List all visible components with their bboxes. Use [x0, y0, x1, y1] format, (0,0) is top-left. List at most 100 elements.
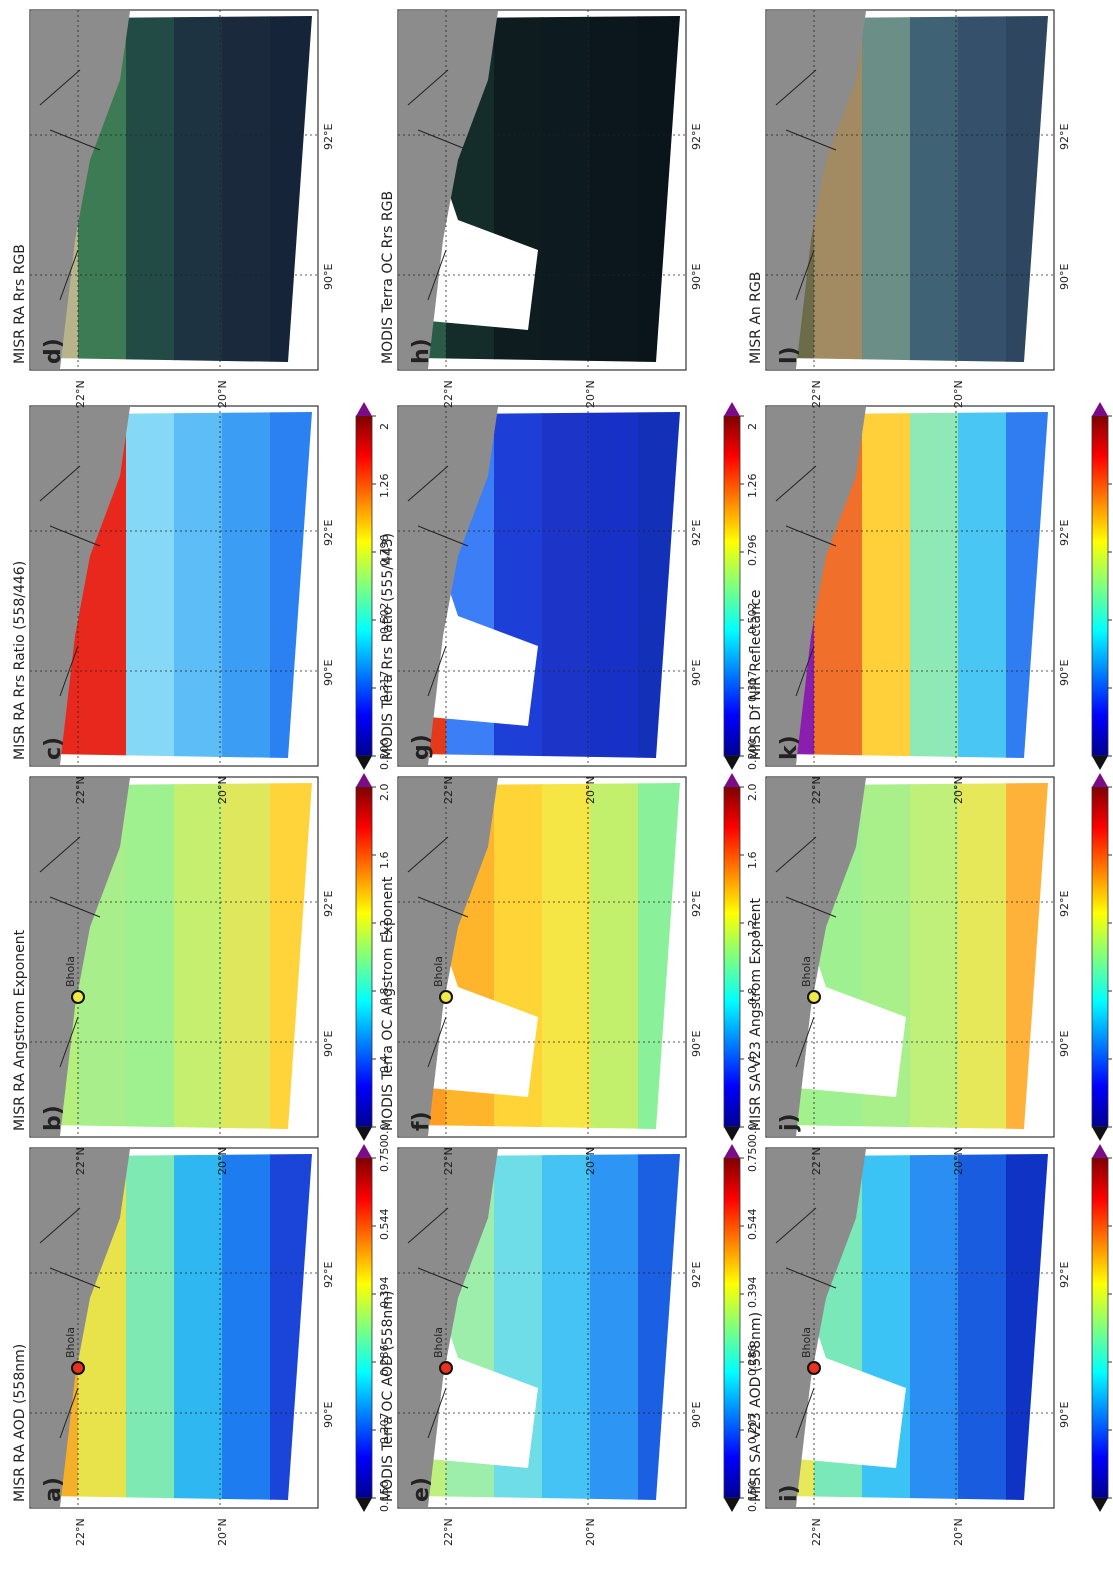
colorbar [355, 786, 373, 1128]
station-label: Bhola [432, 956, 445, 987]
panel-title: MISR RA Rrs RGB [12, 244, 28, 364]
lat-label: 22°N [74, 380, 87, 408]
panel-e: e) MODIS Terra OC AOD (558nm) 22°N 20°N 90°E… [380, 1141, 759, 1547]
colorbar [723, 786, 741, 1128]
panel-b: b) MISR RA Angstrom Exponent 22°N 20°N 90°E 9… [12, 773, 391, 1175]
lon-label: 92°E [322, 520, 335, 546]
swath-band [910, 1154, 959, 1500]
land-mask [31, 1149, 130, 1507]
country-border [775, 1207, 837, 1439]
colorbar-tick-label: 0.8 [746, 988, 759, 1006]
country-border [39, 1207, 101, 1439]
colorbar-tick-label: 1.6 [378, 852, 391, 870]
swath-band [590, 412, 639, 758]
land-mask [399, 11, 498, 369]
panel-i: i) MISR SA V23 AOD (558nm) 22°N 20°N 90°E 92°… [748, 1144, 1112, 1546]
colorbar-tick-label: 1.26 [746, 474, 759, 499]
swath-band [126, 16, 175, 362]
country-border [775, 465, 837, 697]
colorbar [1091, 415, 1109, 757]
lat-label: 20°N [216, 1518, 229, 1546]
swath-band [126, 412, 175, 758]
lat-label: 20°N [584, 1147, 597, 1175]
lat-label: 22°N [442, 776, 455, 804]
colorbar-tick-label: 2 [746, 423, 759, 430]
panel-d: d) MISR RA Rrs RGB 22°N 20°N 90°E 92°E [12, 9, 335, 408]
colorbar-tick-label: 0.394 [746, 1277, 759, 1309]
lat-label: 22°N [442, 380, 455, 408]
colorbar-tick-label: 0.200 [746, 739, 759, 771]
colorbar-tick-label: 0.796 [378, 535, 391, 567]
panel-letter: i) [777, 1484, 802, 1502]
colorbar-tick-label: 1.26 [378, 474, 391, 499]
lon-label: 90°E [322, 1031, 335, 1057]
panel-a: a) MISR RA AOD (558nm) 22°N 20°N 90°E 92°E Bho… [12, 1141, 391, 1547]
panel-title: MISR RA Angstrom Exponent [12, 929, 28, 1131]
lat-label: 20°N [216, 776, 229, 804]
lon-label: 92°E [322, 124, 335, 150]
colorbar-tick-label: 0.796 [746, 535, 759, 567]
lat-label: 20°N [952, 776, 965, 804]
colorbar-tick-label: 0.0 [378, 1124, 391, 1142]
panel-title: MODIS Terra OC Angstrom Exponent [380, 876, 396, 1131]
colorbar-min-arrow [1092, 1127, 1108, 1141]
swath-band [222, 16, 271, 362]
colorbar-tick-label: 0.502 [378, 603, 391, 635]
lat-label: 20°N [216, 1147, 229, 1175]
panel-title: MODIS Terra Rrs Ratio (555/443) [380, 533, 396, 760]
station-label: Bhola [800, 956, 813, 987]
panel-letter: e) [409, 1477, 434, 1502]
panel-h: h) MODIS Terra OC Rrs RGB 22°N 20°N 90°E 92°E [380, 9, 703, 408]
lon-label: 90°E [1058, 1402, 1071, 1428]
colorbar-tick-label: 0.317 [746, 671, 759, 703]
panel-letter: d) [41, 338, 66, 364]
colorbar-tick-label: 1.2 [378, 920, 391, 938]
panel-letter: l) [777, 346, 802, 364]
station-marker [439, 1361, 453, 1375]
lat-label: 20°N [584, 380, 597, 408]
swath-band [174, 16, 223, 362]
colorbar [355, 415, 373, 757]
panel-title: MISR RA Rrs Ratio (558/446) [12, 561, 28, 760]
colorbar-min-arrow [1092, 1498, 1108, 1512]
colorbar-max-arrow [356, 773, 372, 787]
lon-label: 92°E [322, 891, 335, 917]
swath-band [542, 783, 591, 1129]
land-mask [399, 778, 498, 1136]
panel-letter: h) [409, 338, 434, 364]
colorbar-max-arrow [724, 402, 740, 416]
lon-label: 90°E [1058, 660, 1071, 686]
panel-title: MISR RA AOD (558nm) [12, 1344, 28, 1502]
swath-band [222, 412, 271, 758]
station-marker [439, 990, 453, 1004]
colorbar [723, 415, 741, 757]
lat-label: 20°N [952, 1518, 965, 1546]
colorbar-min-arrow [724, 1498, 740, 1512]
lon-label: 92°E [690, 520, 703, 546]
colorbar-tick-label: 1.2 [746, 920, 759, 938]
lon-label: 90°E [690, 1402, 703, 1428]
land-mask [767, 11, 866, 369]
panel-title: MISR SA V23 AOD (558nm) [748, 1312, 764, 1502]
panel-g: g) MODIS Terra Rrs Ratio (555/443) 22°N 20°… [380, 402, 759, 804]
lat-label: 20°N [952, 380, 965, 408]
colorbar-tick-label: 0.750 [378, 1141, 391, 1173]
panel-title: MISR An RGB [748, 272, 764, 364]
swath-band [174, 1154, 223, 1500]
panel-letter: j) [777, 1113, 802, 1132]
colorbar-tick-label: 0.544 [378, 1209, 391, 1241]
colorbar-tick-label: 0.4 [746, 1056, 759, 1074]
swath-band [910, 783, 959, 1129]
swath-band [126, 1154, 175, 1500]
swath-band [590, 1154, 639, 1500]
land-mask [399, 1149, 498, 1507]
lon-label: 92°E [1058, 891, 1071, 917]
panel-letter: f) [409, 1111, 434, 1131]
lat-label: 22°N [442, 1147, 455, 1175]
lat-label: 22°N [810, 1518, 823, 1546]
panel-letter: b) [41, 1105, 66, 1131]
lat-label: 22°N [442, 1518, 455, 1546]
swath-band [958, 412, 1007, 758]
land-mask [767, 778, 866, 1136]
